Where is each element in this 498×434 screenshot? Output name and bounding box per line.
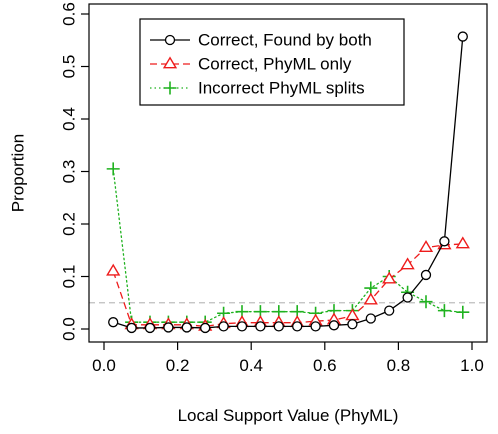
data-point: [437, 304, 451, 318]
series-circle: [108, 31, 468, 334]
data-point: [163, 322, 174, 333]
series-layer: [106, 31, 470, 334]
data-point: [310, 321, 321, 332]
data-point: [218, 321, 229, 332]
legend-box: [139, 18, 405, 106]
x-tick-label: 1.0: [460, 356, 484, 375]
x-tick-label: 0.2: [166, 356, 190, 375]
y-axis-label: Proportion: [9, 134, 28, 212]
series-line: [112, 243, 463, 328]
data-point: [365, 313, 376, 324]
data-point: [402, 292, 413, 303]
legend-label: Incorrect PhyML splits: [198, 79, 365, 98]
data-point: [382, 271, 397, 284]
data-point: [439, 236, 450, 247]
data-point: [255, 321, 266, 332]
series-plus: [106, 162, 470, 329]
data-point: [364, 281, 378, 295]
legend: Correct, Found by both Correct, PhyML onl…: [139, 18, 405, 106]
data-point: [236, 321, 248, 332]
x-tick-label: 0.6: [313, 356, 337, 375]
data-point: [363, 292, 378, 305]
legend-label: Correct, Found by both: [198, 31, 372, 50]
data-point: [347, 319, 358, 330]
y-tick-label: 0.0: [60, 317, 79, 341]
x-tick-label: 0.8: [387, 356, 411, 375]
data-point: [106, 162, 120, 176]
data-point: [106, 263, 121, 276]
y-tick-label: 0.2: [60, 212, 79, 236]
y-tick-label: 0.6: [60, 2, 79, 26]
x-axis-label: Local Support Value (PhyML): [178, 406, 399, 425]
plot-frame: [88, 3, 488, 343]
data-point: [419, 295, 433, 309]
data-point: [328, 320, 340, 331]
data-point: [420, 269, 432, 281]
data-point: [384, 305, 395, 316]
data-point: [455, 236, 470, 249]
x-tick-label: 0.4: [239, 356, 263, 375]
y-tick-label: 0.1: [60, 265, 79, 289]
axes-layer: 0.0 0.2 0.4 0.6 0.8 1.0 0.0 0.1 0.2 0.3 0.4 0.5 0.6: [60, 2, 488, 375]
data-point: [144, 322, 156, 334]
data-point: [181, 322, 192, 333]
legend-marker: [162, 56, 178, 69]
y-tick-label: 0.4: [60, 107, 79, 131]
legend-marker: [164, 34, 176, 46]
data-point: [126, 322, 137, 334]
data-point: [418, 240, 434, 253]
data-point: [400, 257, 415, 270]
data-point: [200, 322, 211, 334]
y-tick-label: 0.3: [60, 160, 79, 184]
data-point: [292, 321, 303, 332]
y-tick-label: 0.5: [60, 55, 79, 79]
legend-marker: [163, 81, 177, 95]
data-point: [273, 321, 284, 332]
data-point: [108, 317, 119, 328]
legend-label: Correct, PhyML only: [198, 55, 352, 74]
series-triangle: [106, 236, 470, 331]
data-point: [457, 31, 468, 42]
x-tick-label: 0.0: [92, 356, 116, 375]
data-point: [456, 305, 470, 319]
